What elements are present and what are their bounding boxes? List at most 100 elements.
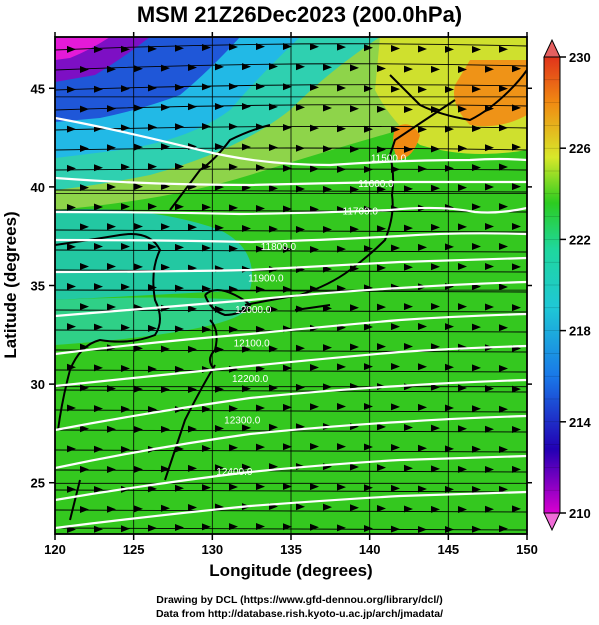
wind-arrow bbox=[121, 405, 130, 413]
y-axis-ticks: 25 30 35 40 45 bbox=[31, 81, 532, 491]
wind-arrow bbox=[499, 283, 508, 291]
y-tick-label: 30 bbox=[31, 377, 45, 392]
wind-arrow bbox=[229, 285, 238, 293]
wind-arrow bbox=[175, 365, 184, 373]
contour-label: 11600.0 bbox=[358, 179, 394, 190]
wind-arrow bbox=[418, 485, 427, 493]
wind-arrow bbox=[148, 45, 157, 53]
wind-arrow bbox=[242, 225, 251, 233]
wind-arrow bbox=[310, 43, 319, 51]
wind-arrow bbox=[337, 524, 346, 532]
wind-arrow bbox=[337, 245, 346, 253]
wind-arrow bbox=[296, 383, 305, 391]
wind-arrow bbox=[364, 125, 373, 133]
y-tick-label: 35 bbox=[31, 279, 45, 294]
wind-arrow bbox=[80, 223, 89, 231]
wind-arrow bbox=[148, 123, 157, 131]
wind-arrow bbox=[256, 325, 265, 333]
wind-arrow bbox=[418, 525, 427, 533]
wind-arrow bbox=[202, 444, 211, 452]
contour-label: 11900.0 bbox=[248, 274, 284, 285]
wind-arrow bbox=[121, 525, 130, 533]
wind-arrow bbox=[80, 303, 89, 311]
wind-arrow bbox=[175, 523, 184, 531]
wind-arrow bbox=[350, 64, 359, 72]
wind-arrow bbox=[107, 105, 116, 113]
wind-arrow bbox=[364, 484, 373, 492]
wind-arrow bbox=[67, 283, 76, 291]
wind-arrow bbox=[472, 203, 481, 211]
wind-arrow bbox=[485, 505, 494, 513]
wind-arrow bbox=[269, 384, 278, 392]
wind-arrow bbox=[364, 525, 373, 533]
wind-arrow bbox=[391, 244, 400, 252]
wind-arrow bbox=[337, 443, 346, 451]
wind-arrow bbox=[107, 144, 116, 152]
wind-arrow bbox=[256, 365, 265, 373]
wind-arrow bbox=[445, 404, 454, 412]
wind-arrow bbox=[296, 305, 305, 313]
wind-arrow bbox=[148, 324, 157, 332]
wind-arrow bbox=[242, 345, 251, 353]
wind-arrows bbox=[67, 43, 521, 533]
wind-arrow bbox=[242, 143, 251, 151]
wind-arrow bbox=[499, 45, 508, 53]
wind-arrow bbox=[80, 184, 89, 192]
wind-arrow bbox=[485, 303, 494, 311]
wind-arrow bbox=[80, 425, 89, 433]
wind-arrow bbox=[512, 465, 521, 473]
wind-arrow bbox=[188, 264, 197, 272]
colorbar-tick-label: 214 bbox=[569, 415, 591, 430]
wind-arrow bbox=[391, 363, 400, 371]
wind-arrow bbox=[445, 525, 454, 533]
wind-arrow bbox=[296, 225, 305, 233]
credit-drawing: Drawing by DCL (https://www.gfd-dennou.o… bbox=[156, 594, 443, 606]
wind-arrow bbox=[458, 105, 467, 113]
wind-arrow bbox=[404, 145, 413, 153]
wind-arrow bbox=[499, 124, 508, 132]
wind-arrow bbox=[215, 143, 224, 151]
wind-arrow bbox=[296, 344, 305, 352]
wind-arrow bbox=[175, 83, 184, 91]
y-tick-label: 25 bbox=[31, 476, 45, 491]
wind-arrow bbox=[485, 65, 494, 73]
wind-arrow bbox=[418, 243, 427, 251]
wind-arrow bbox=[283, 43, 292, 51]
wind-arrow bbox=[364, 165, 373, 173]
wind-arrow bbox=[391, 125, 400, 133]
wind-arrow bbox=[512, 385, 521, 393]
wind-arrow bbox=[134, 263, 143, 271]
wind-arrow bbox=[161, 385, 170, 393]
wind-arrow bbox=[94, 243, 103, 251]
wind-arrow bbox=[310, 165, 319, 173]
wind-arrow bbox=[391, 85, 400, 93]
wind-arrow bbox=[175, 123, 184, 131]
wind-arrow bbox=[458, 263, 467, 271]
wind-arrow bbox=[134, 143, 143, 151]
wind-arrow bbox=[323, 185, 332, 193]
wind-arrow bbox=[350, 504, 359, 512]
x-axis-title: Longitude (degrees) bbox=[209, 561, 372, 580]
wind-arrow bbox=[80, 343, 89, 351]
wind-arrow bbox=[242, 305, 251, 313]
wind-arrow bbox=[215, 305, 224, 313]
wind-arrow bbox=[337, 284, 346, 292]
wind-arrow bbox=[148, 524, 157, 532]
wind-arrow bbox=[499, 203, 508, 211]
wind-arrow bbox=[161, 345, 170, 353]
wind-arrow bbox=[215, 425, 224, 433]
wind-arrow bbox=[175, 284, 184, 292]
wind-arrow bbox=[67, 45, 76, 53]
wind-arrow bbox=[121, 283, 130, 291]
y-tick-label: 45 bbox=[31, 81, 45, 96]
wind-arrow bbox=[499, 243, 508, 251]
wind-arrow bbox=[256, 443, 265, 451]
wind-arrow bbox=[188, 305, 197, 313]
wind-arrow bbox=[391, 484, 400, 492]
wind-arrow bbox=[512, 425, 521, 433]
wind-arrow bbox=[256, 245, 265, 253]
wind-arrow bbox=[256, 83, 265, 91]
wind-arrow bbox=[377, 105, 386, 113]
wind-arrow bbox=[431, 303, 440, 311]
wind-arrow bbox=[134, 425, 143, 433]
